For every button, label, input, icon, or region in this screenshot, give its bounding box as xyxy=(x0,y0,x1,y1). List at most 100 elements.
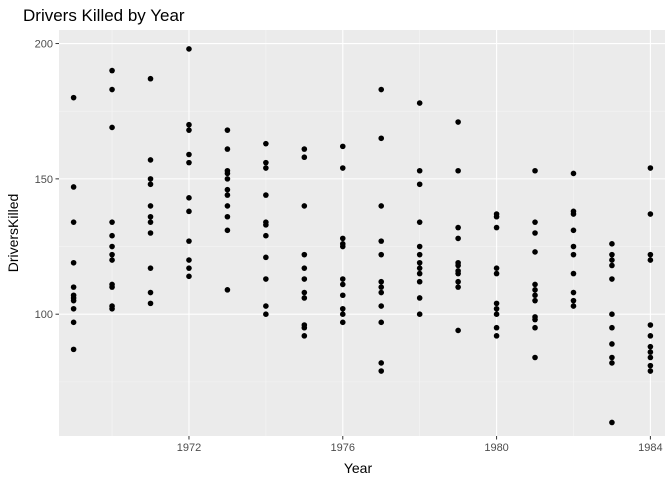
data-point xyxy=(301,276,308,282)
data-point xyxy=(455,270,461,277)
data-point xyxy=(378,303,385,309)
data-point xyxy=(147,213,154,220)
data-point xyxy=(339,235,346,242)
data-point xyxy=(570,297,577,304)
data-point xyxy=(416,311,423,318)
data-point xyxy=(647,362,654,369)
data-point xyxy=(147,176,154,182)
data-point xyxy=(109,124,115,131)
data-point xyxy=(109,219,115,225)
data-point xyxy=(416,100,423,106)
y-axis-ticks: 100 150 200 xyxy=(35,39,59,321)
data-point xyxy=(378,135,385,142)
data-point xyxy=(301,146,308,152)
data-point xyxy=(532,230,538,236)
data-point xyxy=(339,305,346,312)
data-point xyxy=(647,257,654,263)
data-point xyxy=(147,157,154,163)
data-point xyxy=(493,224,500,231)
data-point xyxy=(70,219,77,225)
data-point xyxy=(570,303,577,309)
data-point xyxy=(301,324,308,331)
data-point xyxy=(378,278,385,285)
data-point xyxy=(609,341,615,347)
data-point xyxy=(70,259,77,266)
data-point xyxy=(147,181,154,188)
data-point xyxy=(570,289,577,296)
data-point xyxy=(609,360,615,366)
data-point xyxy=(70,319,77,326)
data-point xyxy=(263,165,269,171)
data-point xyxy=(416,181,423,188)
data-point xyxy=(186,159,192,166)
data-point xyxy=(339,292,346,299)
data-point xyxy=(147,289,154,296)
x-tick-label: 1976 xyxy=(331,442,355,454)
data-point xyxy=(147,203,154,209)
data-point xyxy=(416,251,423,258)
data-point xyxy=(378,284,385,290)
data-point xyxy=(339,311,346,318)
y-tick-label: 200 xyxy=(35,39,53,51)
data-point xyxy=(109,305,115,312)
data-point xyxy=(378,360,385,366)
data-point xyxy=(378,203,385,209)
data-point xyxy=(186,265,192,271)
data-point xyxy=(147,219,154,225)
data-points xyxy=(70,46,654,426)
data-point xyxy=(224,203,231,209)
data-point xyxy=(609,257,615,263)
data-point xyxy=(147,265,154,271)
data-point xyxy=(455,167,461,174)
data-point xyxy=(455,262,461,269)
data-point xyxy=(570,227,577,234)
data-point xyxy=(609,354,615,361)
data-point xyxy=(378,319,385,326)
data-point xyxy=(224,127,231,133)
data-point xyxy=(532,219,538,225)
data-point xyxy=(609,324,615,331)
data-point xyxy=(339,243,346,250)
data-point xyxy=(301,154,308,161)
data-point xyxy=(455,327,461,334)
data-point xyxy=(263,140,269,147)
data-point xyxy=(455,224,461,231)
data-point xyxy=(224,176,231,182)
data-point xyxy=(70,346,77,353)
x-tick-label: 1984 xyxy=(638,442,662,454)
data-point xyxy=(609,311,615,318)
data-point xyxy=(532,292,538,299)
data-point xyxy=(609,251,615,258)
data-point xyxy=(70,305,77,312)
data-point xyxy=(455,284,461,290)
data-point xyxy=(109,67,115,74)
data-point xyxy=(147,230,154,236)
data-point xyxy=(416,278,423,285)
data-point xyxy=(224,287,231,293)
data-point xyxy=(301,251,308,258)
data-point xyxy=(609,276,615,282)
data-point xyxy=(416,295,423,301)
data-point xyxy=(339,165,346,171)
data-point xyxy=(570,170,577,177)
data-point xyxy=(647,333,654,339)
data-point xyxy=(224,146,231,152)
data-point xyxy=(647,368,654,374)
x-axis-title: Year xyxy=(344,460,373,476)
data-point xyxy=(109,284,115,290)
data-point xyxy=(416,265,423,271)
data-point xyxy=(147,300,154,307)
x-tick-label: 1980 xyxy=(484,442,508,454)
data-point xyxy=(493,324,500,331)
data-point xyxy=(186,208,192,215)
data-point xyxy=(109,243,115,250)
data-point xyxy=(109,257,115,263)
data-point xyxy=(263,232,269,239)
data-point xyxy=(263,192,269,198)
data-point xyxy=(109,251,115,258)
data-point xyxy=(647,349,654,355)
chart-title: Drivers Killed by Year xyxy=(23,6,185,25)
data-point xyxy=(224,227,231,234)
data-point xyxy=(339,143,346,150)
